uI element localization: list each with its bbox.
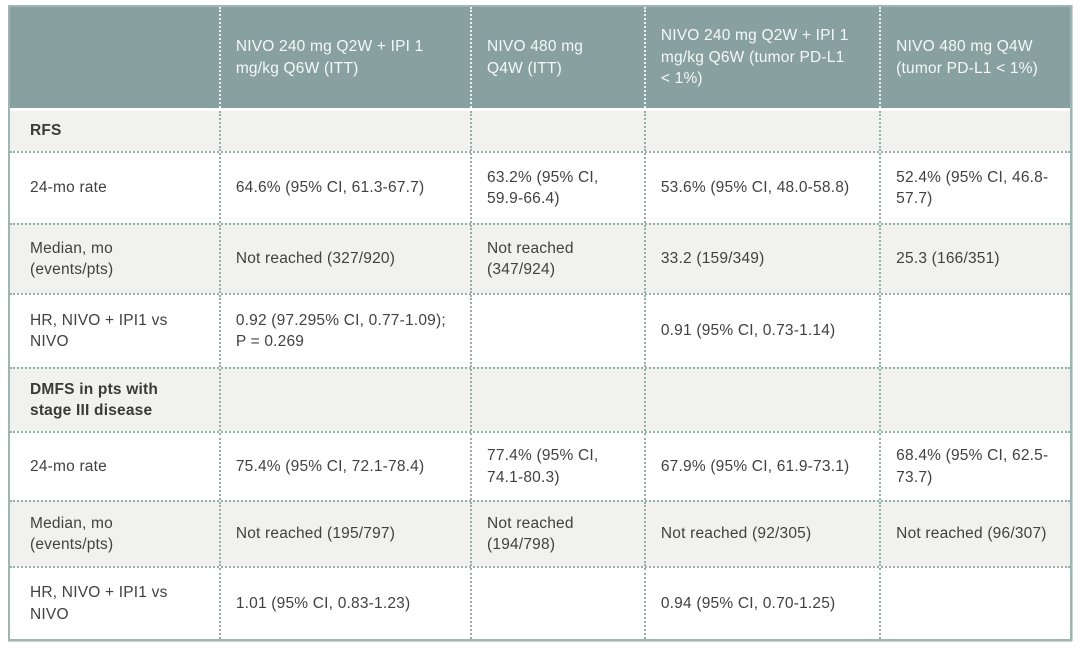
table-cell: 0.91 (95% CI, 0.73-1.14)	[643, 295, 879, 367]
table-cell: 0.94 (95% CI, 0.70-1.25)	[643, 568, 879, 639]
table-cell: 25.3 (166/351)	[879, 225, 1070, 293]
table-cell	[879, 111, 1070, 151]
table-cell: Not reached (96/307)	[879, 502, 1070, 566]
row-dmfs-24mo-rate: 24-mo rate 75.4% (95% CI, 72.1-78.4) 77.…	[10, 431, 1070, 500]
table-cell: Not reached (194/798)	[470, 502, 644, 566]
table-cell	[218, 111, 470, 151]
column-header-label: NIVO 240 mg Q2W + IPI 1 mg/kg Q6W (ITT)	[235, 38, 424, 77]
column-header-nivo480-itt: NIVO 480 mg Q4W (ITT)	[470, 7, 644, 108]
table-cell	[879, 369, 1070, 431]
column-header-label: NIVO 480 mg Q4W (ITT)	[487, 38, 584, 77]
table-cell: 33.2 (159/349)	[643, 225, 879, 293]
table-cell	[643, 111, 879, 151]
section-title: DMFS in pts with stage III disease	[30, 380, 159, 419]
section-title: RFS	[30, 122, 62, 140]
row-rfs-24mo-rate: 24-mo rate 64.6% (95% CI, 61.3-67.7) 63.…	[10, 151, 1070, 223]
header-empty-cell	[10, 7, 219, 108]
table-cell	[470, 369, 644, 431]
row-label: HR, NIVO + IPI1 vs NIVO	[30, 311, 168, 350]
table-cell: 0.92 (97.295% CI, 0.77-1.09); P = 0.269	[218, 295, 470, 367]
table-cell: 77.4% (95% CI, 74.1-80.3)	[470, 433, 644, 500]
row-label: DMFS in pts with stage III disease	[10, 369, 219, 431]
table-cell	[470, 295, 644, 367]
row-label: HR, NIVO + IPI1 vs NIVO	[30, 584, 168, 623]
row-label: RFS	[10, 111, 219, 151]
column-header-nivo-ipi-pdl1: NIVO 240 mg Q2W + IPI 1 mg/kg Q6W (tumor…	[643, 7, 879, 108]
table-cell	[879, 295, 1070, 367]
row-rfs-median: Median, mo (events/pts) Not reached (327…	[10, 223, 1070, 293]
table-cell	[643, 369, 879, 431]
table-cell	[879, 568, 1070, 639]
table-cell: 64.6% (95% CI, 61.3-67.7)	[218, 153, 470, 223]
row-dmfs-hazard-ratio: HR, NIVO + IPI1 vs NIVO 1.01 (95% CI, 0.…	[10, 566, 1070, 639]
table-cell: 1.01 (95% CI, 0.83-1.23)	[218, 568, 470, 639]
row-label: 24-mo rate	[30, 179, 107, 197]
table-cell: 63.2% (95% CI, 59.9-66.4)	[470, 153, 644, 223]
table-cell: Not reached (327/920)	[218, 225, 470, 293]
section-row-dmfs: DMFS in pts with stage III disease	[10, 367, 1070, 431]
table-cell	[470, 111, 644, 151]
row-rfs-hazard-ratio: HR, NIVO + IPI1 vs NIVO 0.92 (97.295% CI…	[10, 293, 1070, 367]
table-cell: Not reached (92/305)	[643, 502, 879, 566]
table-cell	[218, 369, 470, 431]
table-cell: 53.6% (95% CI, 48.0-58.8)	[643, 153, 879, 223]
column-header-label: NIVO 480 mg Q4W (tumor PD-L1 < 1%)	[896, 38, 1039, 77]
table-cell: Not reached (347/924)	[470, 225, 644, 293]
header-row: NIVO 240 mg Q2W + IPI 1 mg/kg Q6W (ITT) …	[10, 7, 1070, 108]
section-row-rfs: RFS	[10, 111, 1070, 151]
row-dmfs-median: Median, mo (events/pts) Not reached (195…	[10, 500, 1070, 566]
table-cell: 52.4% (95% CI, 46.8-57.7)	[879, 153, 1070, 223]
table-cell	[470, 568, 644, 639]
table-cell: Not reached (195/797)	[218, 502, 470, 566]
table-cell: 75.4% (95% CI, 72.1-78.4)	[218, 433, 470, 500]
column-header-nivo-ipi-itt: NIVO 240 mg Q2W + IPI 1 mg/kg Q6W (ITT)	[218, 7, 470, 108]
table-cell: 68.4% (95% CI, 62.5-73.7)	[879, 433, 1070, 500]
column-header-nivo480-pdl1: NIVO 480 mg Q4W (tumor PD-L1 < 1%)	[879, 7, 1070, 108]
row-label: Median, mo (events/pts)	[30, 514, 114, 553]
table-cell: 67.9% (95% CI, 61.9-73.1)	[643, 433, 879, 500]
row-label: 24-mo rate	[30, 457, 107, 475]
column-header-label: NIVO 240 mg Q2W + IPI 1 mg/kg Q6W (tumor…	[660, 27, 849, 88]
results-table: NIVO 240 mg Q2W + IPI 1 mg/kg Q6W (ITT) …	[8, 5, 1072, 641]
row-label: Median, mo (events/pts)	[30, 239, 114, 278]
